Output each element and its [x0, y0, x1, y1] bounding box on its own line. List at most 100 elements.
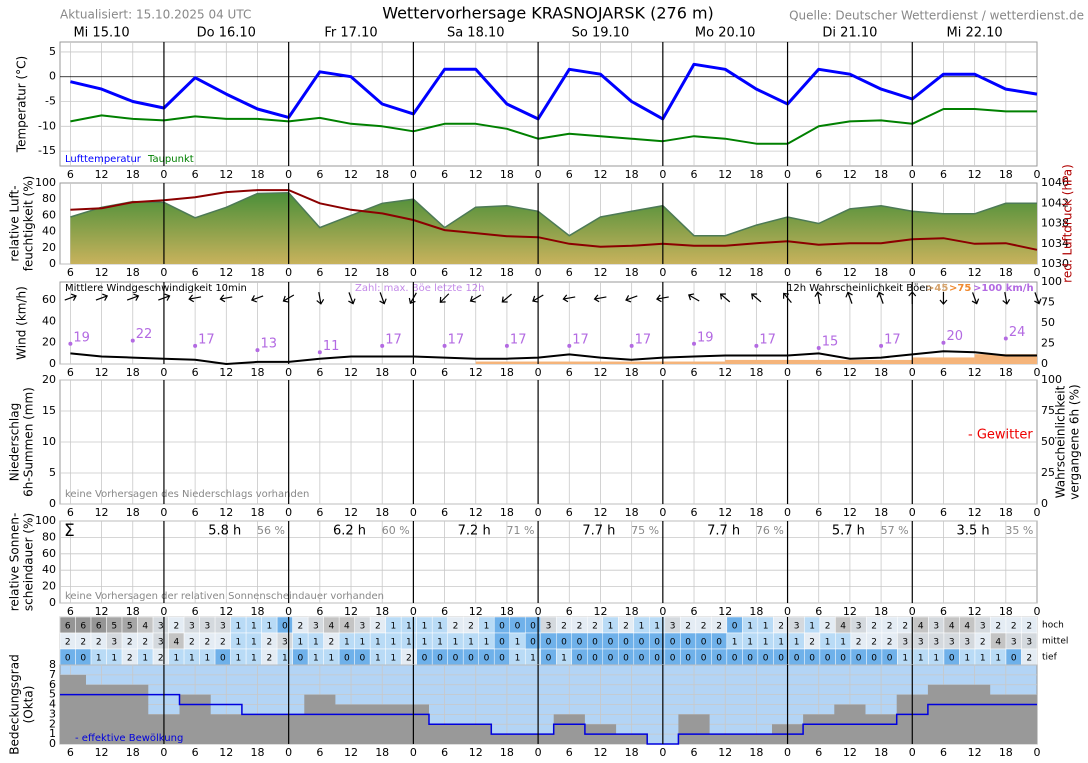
cloud-cell-value: 1 — [422, 622, 428, 632]
x-tick-label: 12 — [968, 605, 982, 618]
x-tick-label: 18 — [126, 266, 140, 279]
gust-label: 19 — [697, 330, 714, 345]
y-tick-label: 7 — [49, 668, 56, 681]
y2-tick-label: 25 — [1041, 466, 1055, 479]
x-tick-label: 0 — [909, 506, 916, 519]
x-tick-label: 18 — [375, 266, 389, 279]
cloud-cell-value: 3 — [1026, 638, 1032, 648]
cloud-cell-value: 1 — [561, 654, 567, 664]
sunshine-hours: 7.7 h — [707, 524, 740, 539]
cloud-cell-value: 3 — [918, 638, 924, 648]
y2-tick-label: 75 — [1041, 296, 1055, 309]
wind-line — [70, 350, 1037, 366]
y-tick-label: 0 — [49, 497, 56, 510]
x-tick-label: 12 — [219, 366, 233, 379]
cloud-cell-value: 1 — [235, 622, 241, 632]
y2-tick-label: 1034 — [1041, 237, 1069, 250]
sunshine-hours: 7.7 h — [582, 524, 615, 539]
x-tick-label: 12 — [968, 168, 982, 181]
axis-label: Temperatur (°C) — [15, 56, 29, 153]
x-tick-label: 18 — [625, 366, 639, 379]
wind-arrow — [1002, 291, 1011, 305]
x-tick-label: 6 — [192, 266, 199, 279]
x-tick-label: 6 — [441, 168, 448, 181]
x-tick-label: 18 — [999, 168, 1013, 181]
effective-cloud-line — [60, 693, 1037, 745]
cloud-cell-value: 5 — [111, 622, 117, 632]
x-tick-label: 12 — [843, 168, 857, 181]
x-tick-label: 18 — [250, 506, 264, 519]
x-tick-label: 6 — [67, 605, 74, 618]
y2-tick-label: 0 — [1041, 357, 1048, 370]
y2-tick-label: 1042 — [1041, 196, 1069, 209]
gust-label: 22 — [136, 327, 153, 342]
x-tick-label: 6 — [316, 266, 323, 279]
x-tick-label: 6 — [815, 266, 822, 279]
cloud-cell-value: 0 — [716, 654, 722, 664]
cloud-cell-value: 4 — [918, 622, 924, 632]
cloud-cell-value: 6 — [80, 622, 86, 632]
x-tick-label: 0 — [1034, 746, 1041, 759]
cloud-cell-value: 1 — [933, 654, 939, 664]
x-tick-label: 6 — [192, 506, 199, 519]
x-tick-label: 6 — [67, 266, 74, 279]
wind-arrow — [219, 294, 233, 303]
plot-area — [59, 281, 1038, 365]
x-tick-label: 0 — [659, 366, 666, 379]
wind-arrow — [845, 291, 853, 304]
gust-point — [317, 350, 322, 355]
cloud-cell-value: 1 — [391, 654, 397, 664]
cloud-cell-value: 3 — [1011, 638, 1017, 648]
cloud-cell-value: 2 — [173, 622, 179, 632]
axis-label: Bedeckungsgrad — [8, 654, 22, 754]
x-tick-label: 6 — [691, 266, 698, 279]
x-tick-label: 0 — [285, 605, 292, 618]
x-tick-label: 0 — [784, 605, 791, 618]
day-label: Mo 20.10 — [695, 26, 756, 41]
gust-probability-bar — [538, 361, 601, 364]
x-tick-label: 12 — [593, 168, 607, 181]
x-tick-label: 0 — [535, 266, 542, 279]
y-tick-label: 100 — [35, 514, 56, 527]
x-tick-label: 0 — [285, 746, 292, 759]
cloud-cell-value: 3 — [220, 622, 226, 632]
wind-arrow — [751, 293, 762, 303]
cloud-cell-value: 3 — [204, 622, 210, 632]
wind-arrow — [250, 295, 264, 303]
cloud-cell-value: 0 — [499, 622, 505, 632]
cloud-cell-value: 1 — [204, 654, 210, 664]
cloud-cell-value: 2 — [623, 622, 629, 632]
cloud-cell-value: 1 — [391, 622, 397, 632]
wind-arrow — [625, 295, 638, 303]
x-tick-label: 6 — [316, 746, 323, 759]
x-tick-label: 12 — [95, 506, 109, 519]
cloud-cell-value: 0 — [80, 654, 86, 664]
cloud-cell-value: 1 — [794, 638, 800, 648]
cloud-cell-value: 1 — [515, 654, 521, 664]
day-label: Mi 15.10 — [73, 26, 129, 41]
cloud-cell-value: 2 — [142, 638, 148, 648]
x-tick-label: 12 — [95, 168, 109, 181]
x-tick-label: 0 — [160, 605, 167, 618]
y-tick-label: 40 — [42, 225, 56, 238]
x-tick-label: 12 — [219, 266, 233, 279]
gust-label: 24 — [1009, 325, 1026, 340]
x-tick-label: 6 — [441, 605, 448, 618]
cloud-cell-value: 1 — [639, 622, 645, 632]
y-tick-label: 4 — [49, 698, 56, 711]
cloud-cell-value: 1 — [825, 638, 831, 648]
x-tick-label: 0 — [1034, 168, 1041, 181]
cloud-cell-value: 0 — [701, 654, 707, 664]
x-tick-label: 0 — [410, 366, 417, 379]
cloud-cell-value: 1 — [344, 638, 350, 648]
day-label: Di 21.10 — [822, 26, 877, 41]
cloud-cell-value: 0 — [298, 654, 304, 664]
x-tick-label: 12 — [968, 746, 982, 759]
sunshine-percent: 35 % — [1005, 524, 1033, 537]
y-tick-label: 80 — [42, 530, 56, 543]
cloud-cell-value: 2 — [778, 622, 784, 632]
x-tick-label: 18 — [500, 266, 514, 279]
y-tick-label: 0 — [49, 257, 56, 270]
x-tick-label: 18 — [999, 605, 1013, 618]
x-tick-label: 18 — [500, 168, 514, 181]
